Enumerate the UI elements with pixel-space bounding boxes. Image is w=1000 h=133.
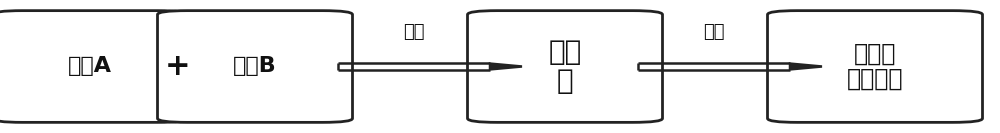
Text: 溶液A: 溶液A: [68, 57, 112, 76]
FancyBboxPatch shape: [467, 11, 662, 122]
Polygon shape: [490, 64, 522, 69]
Text: 烧结: 烧结: [703, 23, 725, 41]
Polygon shape: [790, 64, 822, 69]
Text: 溶液B: 溶液B: [233, 57, 277, 76]
FancyBboxPatch shape: [0, 11, 188, 122]
Text: 含钪锶
活性物质: 含钪锶 活性物质: [847, 42, 903, 91]
FancyBboxPatch shape: [768, 11, 982, 122]
FancyBboxPatch shape: [158, 11, 353, 122]
Text: +: +: [165, 52, 191, 81]
Text: 反应: 反应: [403, 23, 425, 41]
Polygon shape: [790, 64, 822, 69]
Text: 沉淀
物: 沉淀 物: [548, 38, 582, 95]
Polygon shape: [490, 64, 522, 69]
